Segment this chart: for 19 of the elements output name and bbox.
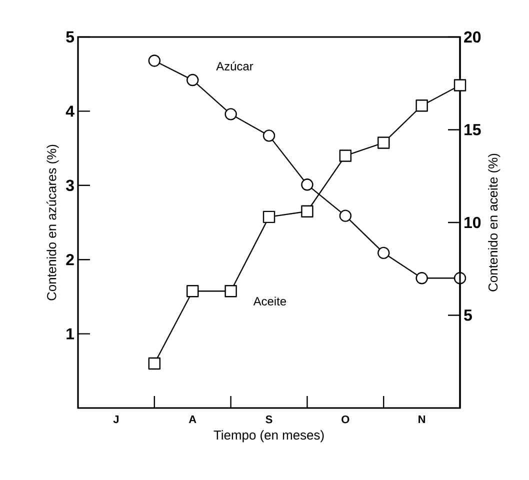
series-label: Aceite — [253, 296, 286, 306]
x-tick-label: J — [113, 416, 118, 424]
y2-tick-label: 10 — [464, 216, 481, 228]
y-tick-label: 5 — [66, 31, 74, 43]
y-tick-label: 4 — [66, 106, 74, 117]
y2-tick-label: 5 — [464, 310, 472, 321]
y-tick-label: 3 — [66, 180, 74, 192]
y-tick-label: 2 — [66, 254, 74, 266]
y2-tick-label: 20 — [464, 31, 481, 43]
x-tick-label: S — [266, 416, 272, 424]
series-label: Azúcar — [216, 62, 254, 70]
x-tick-label: N — [418, 416, 426, 424]
x-tick-label: A — [188, 416, 196, 424]
y2-axis-title: Contenido en aceite (%) — [488, 154, 500, 292]
x-axis-title: Tiempo (en meses) — [214, 430, 324, 442]
y2-tick-label: 15 — [464, 124, 481, 136]
y-axis-title: Contenido en azúcares (%) — [46, 144, 59, 300]
x-tick-label: O — [342, 416, 350, 424]
y-tick-label: 1 — [66, 328, 74, 340]
